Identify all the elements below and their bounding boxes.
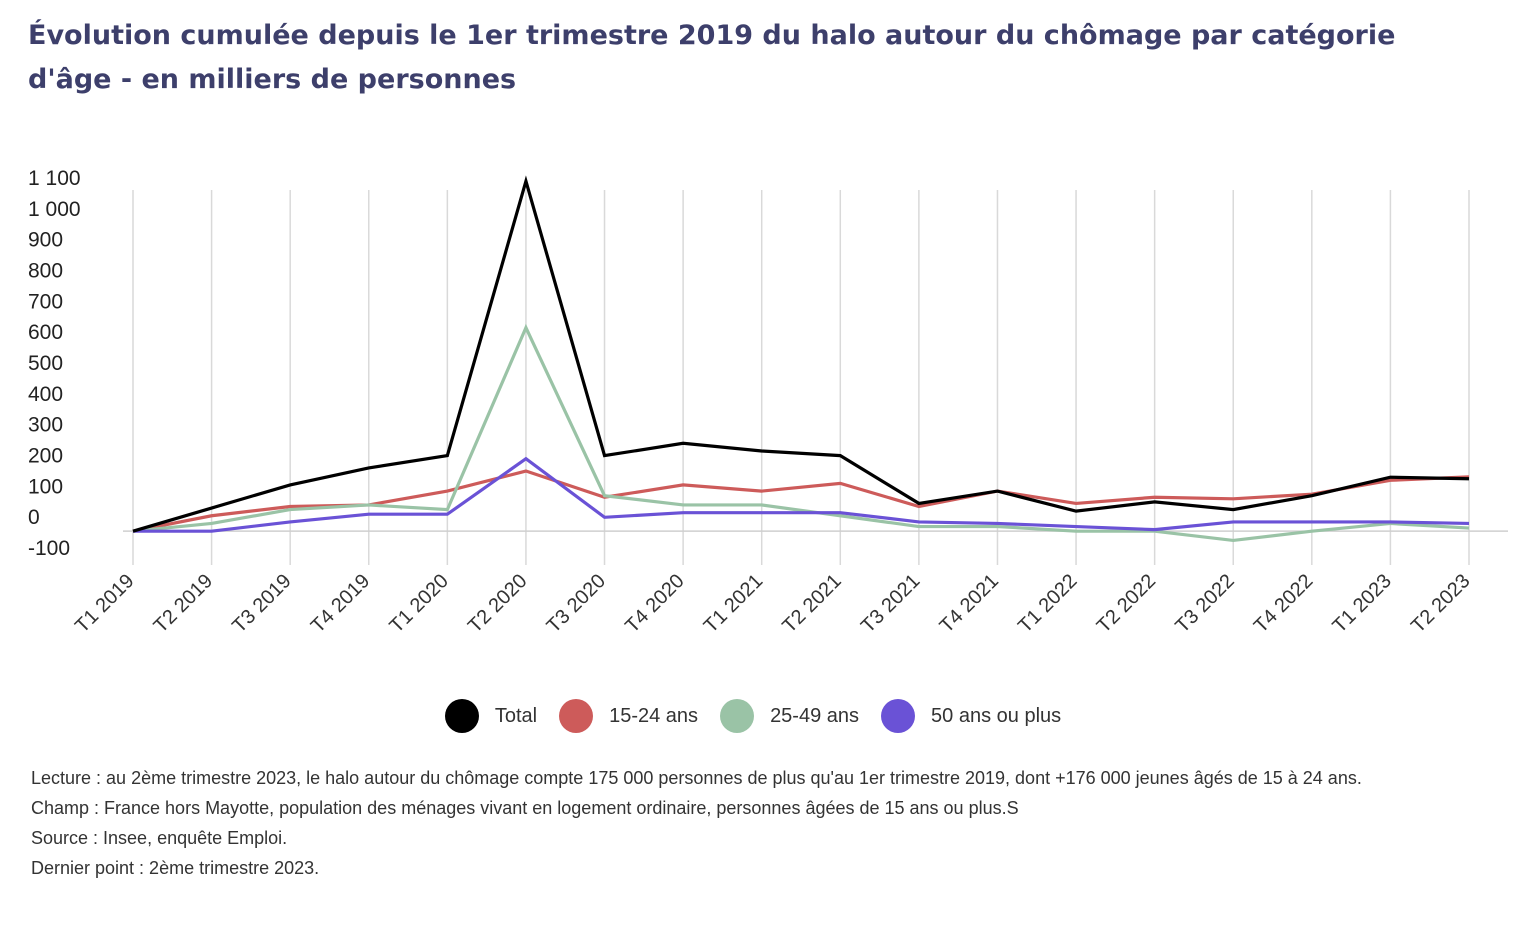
chart-title: Évolution cumulée depuis le 1er trimestr… <box>28 20 1396 95</box>
x-tick-label: T1 2022 <box>1014 570 1081 637</box>
y-tick-label: -100 <box>28 537 70 560</box>
note-lecture: Lecture : au 2ème trimestre 2023, le hal… <box>31 768 1362 788</box>
legend-item: 50 ans ou plus <box>881 699 1061 733</box>
y-tick-label: 400 <box>28 383 63 406</box>
y-tick-label: 1 000 <box>28 198 81 221</box>
y-tick-label: 700 <box>28 290 63 313</box>
x-tick-label: T1 2021 <box>700 570 767 637</box>
x-tick-label: T3 2021 <box>857 570 924 637</box>
x-tick-label: T2 2020 <box>464 570 531 637</box>
legend-label: 25-49 ans <box>770 704 860 727</box>
note-dernier-point: Dernier point : 2ème trimestre 2023. <box>31 858 320 878</box>
note-champ: Champ : France hors Mayotte, population … <box>31 798 1019 818</box>
y-tick-label: 300 <box>28 414 63 437</box>
note-source: Source : Insee, enquête Emploi. <box>31 828 288 848</box>
x-tick-label: T1 2023 <box>1328 570 1395 637</box>
legend-item: 25-49 ans <box>720 699 859 733</box>
x-tick-label: T4 2020 <box>621 570 688 637</box>
legend-label: Total <box>494 704 538 727</box>
x-tick-label: T3 2022 <box>1171 570 1238 637</box>
x-tick-label: T2 2021 <box>778 570 845 637</box>
x-tick-label: T4 2022 <box>1250 570 1317 637</box>
legend-swatch <box>720 699 755 733</box>
series-line-25-49-ans <box>132 323 1470 543</box>
legend-item: Total <box>444 699 538 733</box>
y-tick-label: 0 <box>28 506 40 529</box>
x-tick-label: T4 2019 <box>307 570 374 637</box>
chart-notes: Lecture : au 2ème trimestre 2023, le hal… <box>31 763 1491 883</box>
legend-swatch <box>444 699 479 733</box>
legend: Total 15-24 ans 25-49 ans 50 ans ou plus <box>0 698 1528 734</box>
series-line-50-ans-ou-plus <box>133 456 1470 533</box>
x-tick-label: T3 2020 <box>543 570 610 637</box>
y-tick-label: 900 <box>28 229 63 252</box>
legend-label: 15-24 ans <box>609 704 699 727</box>
series-line-total <box>132 175 1470 533</box>
legend-swatch <box>881 699 916 733</box>
x-tick-label: T2 2019 <box>150 570 217 637</box>
y-tick-label: 1 100 <box>28 167 81 190</box>
y-tick-label: 200 <box>28 445 63 468</box>
x-tick-label: T1 2019 <box>71 570 138 637</box>
y-tick-label: 500 <box>28 352 63 375</box>
legend-swatch <box>559 699 594 733</box>
x-tick-label: T3 2019 <box>228 570 295 637</box>
y-tick-label: 800 <box>28 260 63 283</box>
legend-item: 15-24 ans <box>559 699 698 733</box>
x-tick-label: T2 2023 <box>1407 570 1474 637</box>
legend-label: 50 ans ou plus <box>931 704 1062 727</box>
x-tick-label: T2 2022 <box>1093 570 1160 637</box>
y-tick-label: 600 <box>28 321 63 344</box>
x-tick-label: T4 2021 <box>936 570 1003 637</box>
x-tick-label: T1 2020 <box>385 570 452 637</box>
y-tick-label: 100 <box>28 475 63 498</box>
